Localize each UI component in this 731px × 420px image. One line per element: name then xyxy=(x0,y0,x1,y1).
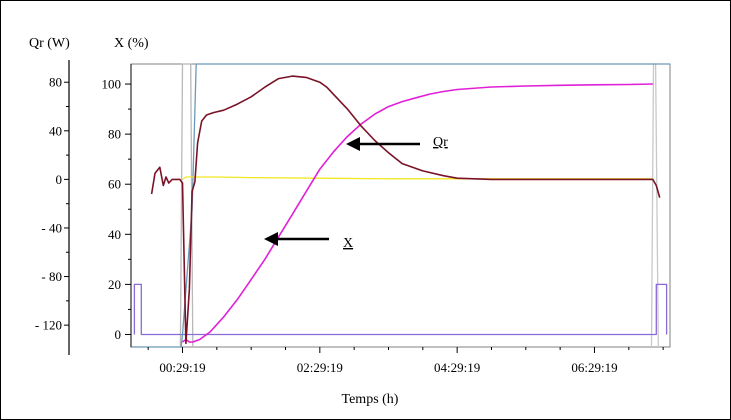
time-tick-label: 02:29:19 xyxy=(297,360,343,375)
x-pct-tick-label: 100 xyxy=(102,77,122,92)
time-tick-label: 00:29:19 xyxy=(159,360,205,375)
qr-tick-label: 80 xyxy=(49,75,62,90)
qr-annotation-label: Qr xyxy=(433,135,448,150)
qr-annotation: Qr xyxy=(346,135,448,151)
time-tick-label: 06:29:19 xyxy=(571,360,617,375)
left-axis-ticks: 80 40 0 - 40 - 80 - 120 xyxy=(35,75,69,333)
x-pct-tick-label: 0 xyxy=(115,327,122,342)
right-axis-label: X (%) xyxy=(114,36,149,51)
x-arrowhead xyxy=(264,232,278,246)
x-annotation-label: X xyxy=(343,236,353,251)
qr-tick-label: 0 xyxy=(56,172,63,187)
qr-tick-label: - 80 xyxy=(41,269,62,284)
qr-arrowhead xyxy=(346,137,360,151)
series-line-qr xyxy=(150,75,661,345)
x-pct-tick-label: 20 xyxy=(108,277,121,292)
right-axis-ticks: 100 80 60 40 20 0 xyxy=(102,77,131,342)
qr-tick-label: - 120 xyxy=(35,318,62,333)
time-tick-label: 04:29:19 xyxy=(434,360,480,375)
x-pct-tick-label: 60 xyxy=(108,177,121,192)
x-pct-tick-label: 40 xyxy=(108,227,121,242)
x-axis-label: Temps (h) xyxy=(342,392,399,407)
plot-area xyxy=(130,63,671,348)
left-axis-label: Qr (W) xyxy=(29,36,70,51)
series-line-purple xyxy=(133,283,668,336)
series-layer xyxy=(131,63,670,348)
x-annotation: X xyxy=(264,232,353,251)
series-line-x xyxy=(182,83,653,343)
x-axis-ticks: 00:29:19 02:29:19 04:29:19 06:29:19 xyxy=(147,347,664,375)
x-pct-tick-label: 80 xyxy=(108,127,121,142)
qr-tick-label: - 40 xyxy=(41,220,62,235)
qr-tick-label: 40 xyxy=(49,123,62,138)
